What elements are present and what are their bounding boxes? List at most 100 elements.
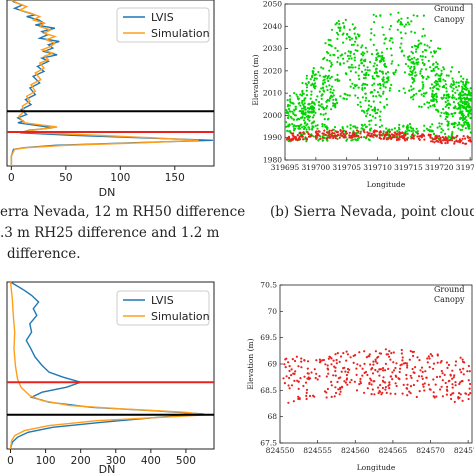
ground-point — [452, 376, 455, 379]
canopy-point — [456, 124, 459, 127]
canopy-point — [465, 107, 468, 110]
ground-point — [384, 386, 387, 389]
canopy-point — [379, 110, 382, 113]
canopy-point — [409, 96, 413, 99]
ground-point — [331, 132, 334, 135]
ground-point — [441, 395, 444, 398]
canopy-point — [386, 81, 389, 84]
canopy-point — [430, 83, 433, 86]
ground-point — [405, 138, 409, 141]
canopy-point — [447, 122, 450, 125]
ground-point — [384, 348, 387, 351]
canopy-point — [455, 98, 458, 101]
ground-point — [353, 134, 357, 138]
canopy-point — [443, 86, 446, 89]
ground-point — [328, 129, 331, 132]
ground-point — [397, 137, 400, 140]
canopy-point — [370, 119, 373, 122]
canopy-point — [428, 101, 431, 104]
canopy-point — [463, 106, 466, 109]
canopy-point — [292, 102, 295, 105]
canopy-point — [438, 85, 441, 88]
ground-point — [439, 141, 442, 144]
ground-point — [333, 395, 336, 398]
y-tick-label: 69.5 — [260, 333, 277, 342]
canopy-point — [348, 57, 351, 60]
canopy-point — [305, 94, 309, 97]
canopy-point — [369, 38, 372, 41]
ground-point — [419, 134, 422, 137]
ground-point — [427, 355, 430, 358]
canopy-point — [322, 83, 325, 86]
ground-point — [468, 370, 471, 373]
ground-point — [390, 133, 394, 136]
ground-point — [428, 388, 431, 391]
ground-point — [398, 135, 401, 138]
canopy-point — [454, 111, 457, 115]
canopy-point — [444, 132, 447, 135]
ground-point — [433, 141, 436, 144]
canopy-point — [378, 70, 381, 73]
ground-point — [338, 136, 341, 139]
canopy-point — [395, 134, 399, 137]
canopy-point — [412, 62, 415, 65]
canopy-point — [381, 79, 384, 83]
ground-point — [365, 356, 368, 359]
canopy-point — [460, 124, 463, 127]
canopy-point — [304, 106, 307, 109]
canopy-point — [301, 90, 304, 93]
ground-point — [416, 379, 419, 382]
canopy-point — [335, 31, 339, 34]
ground-point — [361, 374, 364, 377]
canopy-point — [431, 123, 434, 126]
ground-point — [366, 387, 369, 390]
canopy-point — [415, 127, 418, 130]
canopy-point — [328, 59, 331, 63]
canopy-point — [382, 33, 385, 36]
canopy-point — [436, 126, 439, 129]
ground-point — [334, 366, 337, 369]
legend-label-simulation-bl: Simulation — [151, 310, 210, 323]
canopy-point — [448, 102, 451, 105]
canopy-point — [438, 125, 441, 128]
ground-point — [326, 387, 329, 391]
ground-point — [443, 373, 446, 376]
canopy-point — [338, 22, 341, 26]
canopy-point — [381, 70, 384, 73]
canopy-point — [431, 96, 435, 99]
ground-point — [300, 135, 303, 138]
canopy-point — [379, 14, 382, 17]
canopy-point — [423, 43, 426, 46]
canopy-point — [455, 81, 458, 84]
canopy-point — [369, 113, 372, 117]
ground-point — [446, 366, 449, 369]
y-tick-label: 68 — [267, 412, 277, 421]
canopy-point — [293, 92, 296, 95]
canopy-point — [411, 52, 414, 55]
canopy-point — [398, 89, 401, 92]
canopy-point — [410, 85, 413, 88]
ground-point — [467, 397, 470, 401]
canopy-point — [352, 125, 355, 128]
canopy-point — [353, 32, 356, 35]
ground-point — [336, 352, 339, 355]
canopy-point — [459, 128, 462, 131]
canopy-point — [301, 126, 304, 129]
canopy-point — [310, 106, 314, 109]
canopy-point — [332, 94, 335, 97]
ground-point — [418, 390, 421, 393]
x-tick-label: 824570 — [416, 446, 445, 455]
ground-point — [316, 378, 319, 381]
ground-point — [422, 385, 425, 388]
canopy-point — [463, 121, 466, 124]
canopy-point — [339, 63, 342, 66]
canopy-point — [415, 48, 418, 51]
canopy-point — [413, 44, 416, 47]
canopy-point — [412, 93, 416, 96]
canopy-point — [287, 107, 291, 111]
ground-point — [427, 134, 430, 137]
x-tick-label: 824560 — [341, 446, 370, 455]
legend-bottom-left: LVIS Simulation — [116, 290, 210, 326]
canopy-point — [468, 91, 471, 94]
canopy-point — [388, 39, 391, 42]
